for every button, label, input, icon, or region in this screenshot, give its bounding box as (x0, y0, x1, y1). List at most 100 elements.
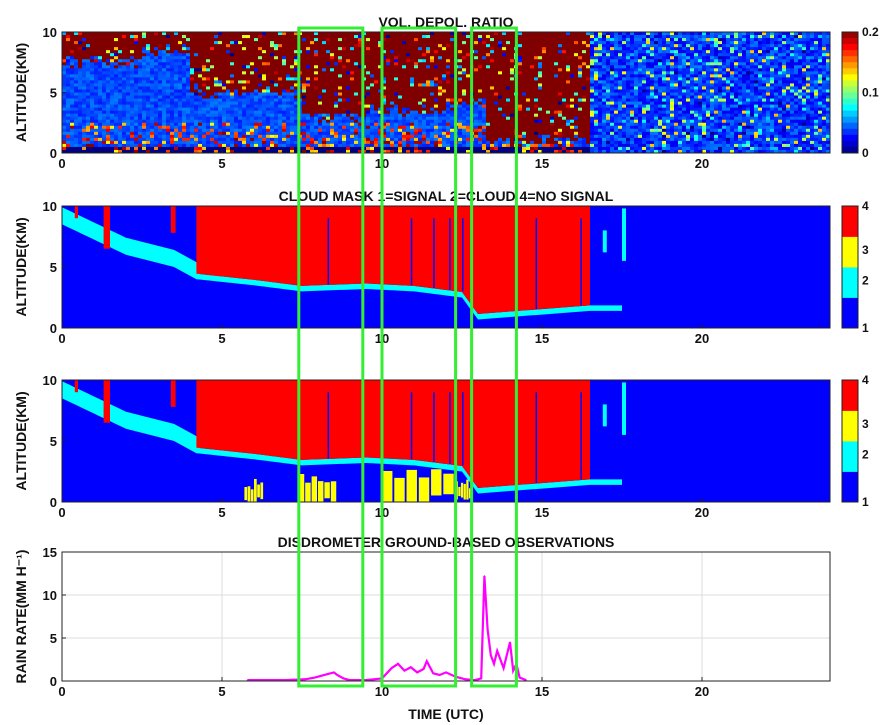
depol-cell (334, 140, 339, 145)
depol-cell (550, 107, 555, 112)
depol-cell (218, 122, 223, 127)
depol-cell (106, 119, 111, 124)
depol-cell (94, 59, 99, 63)
depol-cell (214, 53, 219, 57)
depol-cell (498, 101, 503, 105)
depol-cell (510, 95, 515, 99)
depol-cell (450, 53, 455, 57)
depol-cell (350, 119, 355, 124)
depol-cell (510, 125, 515, 130)
depol-cell (318, 146, 323, 151)
depol-cell (398, 65, 403, 69)
depol-cell (430, 50, 435, 54)
depol-cell (318, 86, 323, 90)
depol-cell (422, 59, 427, 63)
depol-cell (366, 98, 371, 102)
depol-cell (194, 122, 199, 127)
depol-cell (202, 110, 207, 115)
depol-cell (290, 62, 295, 66)
depol-cell (358, 143, 363, 148)
depol-cell (426, 80, 431, 84)
depol-cell (338, 137, 343, 142)
depol-cell (102, 107, 107, 112)
depol-cell (542, 131, 547, 136)
depol-cell (182, 59, 187, 63)
depol-cell (522, 125, 527, 130)
depol-cell (534, 38, 539, 42)
depol-cell (278, 59, 283, 63)
depol-cell (518, 68, 523, 72)
depol-cell (462, 44, 467, 48)
depol-cell (246, 77, 251, 81)
depol-cell (550, 95, 555, 99)
depol-cell (106, 53, 111, 57)
depol-cell (206, 122, 211, 127)
depol-cell (278, 125, 283, 130)
depol-cell (146, 146, 151, 151)
depol-cell (466, 98, 471, 102)
depol-cell (490, 143, 495, 148)
depol-cell (310, 62, 315, 66)
depol-cell (490, 89, 495, 93)
depol-cell (86, 62, 91, 66)
depol-cell (234, 47, 239, 51)
depol-cell (250, 74, 255, 78)
depol-cell (398, 32, 403, 36)
depol-cell (318, 47, 323, 51)
depol-cell (122, 113, 127, 118)
depol-cell (106, 110, 111, 115)
depol-cell (314, 32, 319, 36)
depol-cell (174, 113, 179, 118)
depol-cell (138, 122, 143, 127)
depol-cell (198, 50, 203, 54)
depol-cell (146, 44, 151, 48)
depol-cell (374, 56, 379, 60)
depol-cell (414, 119, 419, 124)
depol-cell (74, 56, 79, 60)
depol-cell (174, 101, 179, 105)
depol-cell (114, 65, 119, 69)
depol-cell (142, 92, 147, 96)
depol-cell (446, 107, 451, 112)
depol-cell (162, 44, 167, 48)
depol-cell (278, 68, 283, 72)
depol-cell (422, 35, 427, 39)
depol-cell (282, 53, 287, 57)
depol-cell (418, 77, 423, 81)
depol-cell (102, 92, 107, 96)
depol-cell (490, 35, 495, 39)
depol-cell (430, 62, 435, 66)
depol-cell (430, 101, 435, 105)
depol-cell (366, 143, 371, 148)
depol-cell (282, 32, 287, 36)
depol-cell (282, 41, 287, 45)
depol-cell (378, 95, 383, 99)
depol-cell (510, 107, 515, 112)
depol-cell (518, 41, 523, 45)
depol-cell (358, 44, 363, 48)
depol-cell (462, 140, 467, 145)
depol-cell (90, 113, 95, 118)
depol-cell (122, 119, 127, 124)
depol-cell (490, 110, 495, 115)
depol-cell (126, 116, 131, 121)
depol-cell (498, 140, 503, 145)
depol-cell (334, 146, 339, 151)
depol-cell (526, 77, 531, 81)
depol-cell (158, 77, 163, 81)
depol-cell (282, 146, 287, 151)
depol-cell (194, 65, 199, 69)
depol-cell (406, 86, 411, 90)
depol-cell (330, 62, 335, 66)
depol-cell (70, 95, 75, 99)
depol-cell (398, 59, 403, 63)
depol-cell (486, 41, 491, 45)
depol-cell (98, 41, 103, 45)
depol-cell (450, 68, 455, 72)
depol-cell (114, 35, 119, 39)
depol-cell (558, 89, 563, 93)
depol-cell (122, 41, 127, 45)
depol-cell (322, 149, 327, 154)
depol-cell (338, 44, 343, 48)
depol-cell (402, 38, 407, 42)
